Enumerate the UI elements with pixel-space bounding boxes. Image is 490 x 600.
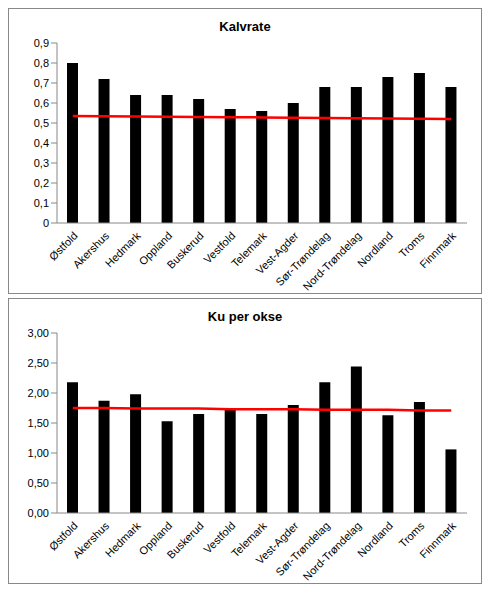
svg-text:0,2: 0,2 — [34, 177, 49, 189]
svg-text:Finnmark: Finnmark — [417, 229, 458, 270]
svg-text:Sør-Trøndelag: Sør-Trøndelag — [273, 229, 332, 288]
svg-text:Hedmark: Hedmark — [103, 229, 143, 269]
svg-text:0,00: 0,00 — [28, 507, 49, 519]
svg-text:0,7: 0,7 — [34, 77, 49, 89]
svg-text:0,9: 0,9 — [34, 37, 49, 49]
svg-text:Akershus: Akershus — [70, 519, 112, 561]
svg-text:Akershus: Akershus — [70, 229, 112, 271]
svg-text:Nordland: Nordland — [355, 229, 395, 269]
svg-text:Troms: Troms — [396, 229, 427, 260]
svg-text:1,00: 1,00 — [28, 447, 49, 459]
svg-text:0,1: 0,1 — [34, 197, 49, 209]
svg-text:Troms: Troms — [396, 519, 427, 550]
svg-text:Buskerud: Buskerud — [165, 229, 206, 270]
svg-text:0,3: 0,3 — [34, 157, 49, 169]
svg-text:Vest-Agder: Vest-Agder — [253, 519, 301, 567]
svg-text:Nord-Trøndelag: Nord-Trøndelag — [300, 519, 364, 583]
svg-text:Oppland: Oppland — [136, 229, 175, 268]
svg-text:0,5: 0,5 — [34, 117, 49, 129]
svg-text:Finnmark: Finnmark — [417, 519, 458, 560]
svg-text:Oppland: Oppland — [136, 519, 175, 558]
svg-text:1,50: 1,50 — [28, 417, 49, 429]
svg-text:Vest-Agder: Vest-Agder — [253, 229, 301, 277]
svg-text:0,8: 0,8 — [34, 57, 49, 69]
svg-text:Sør-Trøndelag: Sør-Trøndelag — [273, 519, 332, 578]
svg-text:3,00: 3,00 — [28, 327, 49, 339]
svg-text:0: 0 — [43, 217, 49, 229]
html-text:Kalvrate: Kalvrate — [219, 19, 271, 34]
svg-text:2,00: 2,00 — [28, 387, 49, 399]
svg-text:Telemark: Telemark — [228, 519, 269, 560]
svg-text:Vestfold: Vestfold — [201, 519, 238, 556]
svg-text:0,50: 0,50 — [28, 477, 49, 489]
svg-text:Vestfold: Vestfold — [201, 229, 238, 266]
svg-text:0,6: 0,6 — [34, 97, 49, 109]
svg-text:0,4: 0,4 — [34, 137, 49, 149]
html-text:Ku per okse: Ku per okse — [207, 309, 283, 324]
svg-text:Nordland: Nordland — [355, 519, 395, 559]
svg-text:Østfold: Østfold — [46, 519, 80, 553]
svg-text:Nord-Trøndelag: Nord-Trøndelag — [300, 229, 364, 293]
svg-text:Hedmark: Hedmark — [103, 519, 143, 559]
svg-text:2,50: 2,50 — [28, 357, 49, 369]
svg-text:Telemark: Telemark — [228, 229, 269, 270]
svg-text:Buskerud: Buskerud — [165, 519, 206, 560]
svg-text:Østfold: Østfold — [46, 229, 80, 263]
